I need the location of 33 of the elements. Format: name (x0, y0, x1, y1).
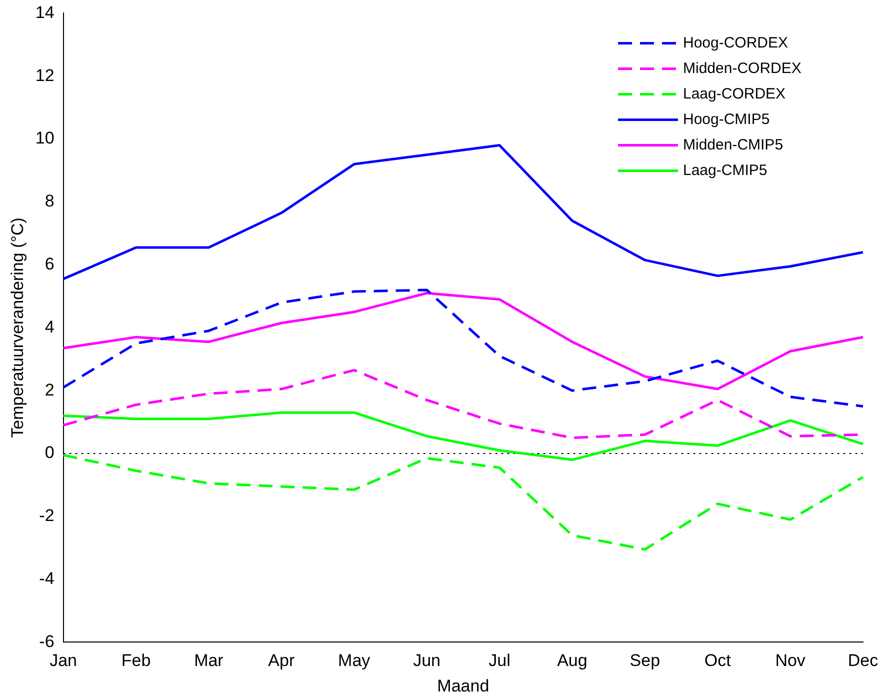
legend-label: Laag-CORDEX (683, 85, 786, 102)
x-tick-label: Jan (50, 651, 78, 670)
legend-label: Midden-CMIP5 (683, 136, 784, 154)
legend-label: Laag-CMIP5 (683, 162, 768, 179)
y-tick-label: 6 (44, 254, 54, 274)
x-tick-label: Apr (268, 651, 295, 670)
legend-label: Midden-CORDEX (683, 60, 802, 77)
x-tick-label: Mar (194, 651, 224, 670)
x-tick-label: Jun (413, 651, 441, 670)
y-tick-label: 8 (44, 192, 54, 211)
legend-label: Hoog-CORDEX (683, 34, 788, 52)
y-tick-label: 14 (35, 2, 54, 22)
x-tick-label: Jul (488, 651, 510, 670)
y-axis-title: Temperatuurverandering (°C) (8, 218, 27, 438)
x-tick-label: Oct (704, 651, 732, 670)
y-tick-label: 0 (44, 443, 54, 462)
x-tick-label: Nov (775, 651, 806, 670)
y-tick-label: -6 (39, 632, 54, 651)
x-tick-label: Dec (848, 651, 879, 670)
line-series (62, 454, 864, 551)
y-tick-label: -2 (39, 506, 54, 526)
line-series (62, 288, 864, 408)
y-tick-label: 2 (44, 380, 54, 400)
x-tick-label: May (338, 651, 371, 670)
x-axis-title: Maand (437, 676, 490, 696)
y-tick-label: 4 (44, 317, 54, 336)
y-tick-label: 12 (35, 66, 54, 85)
y-tick-label: -4 (39, 568, 54, 588)
legend-label: Hoog-CMIP5 (683, 110, 770, 128)
x-tick-label: Feb (121, 651, 151, 670)
x-tick-label: Sep (630, 651, 660, 670)
y-tick-label: 10 (35, 128, 54, 148)
x-tick-label: Aug (557, 651, 588, 670)
